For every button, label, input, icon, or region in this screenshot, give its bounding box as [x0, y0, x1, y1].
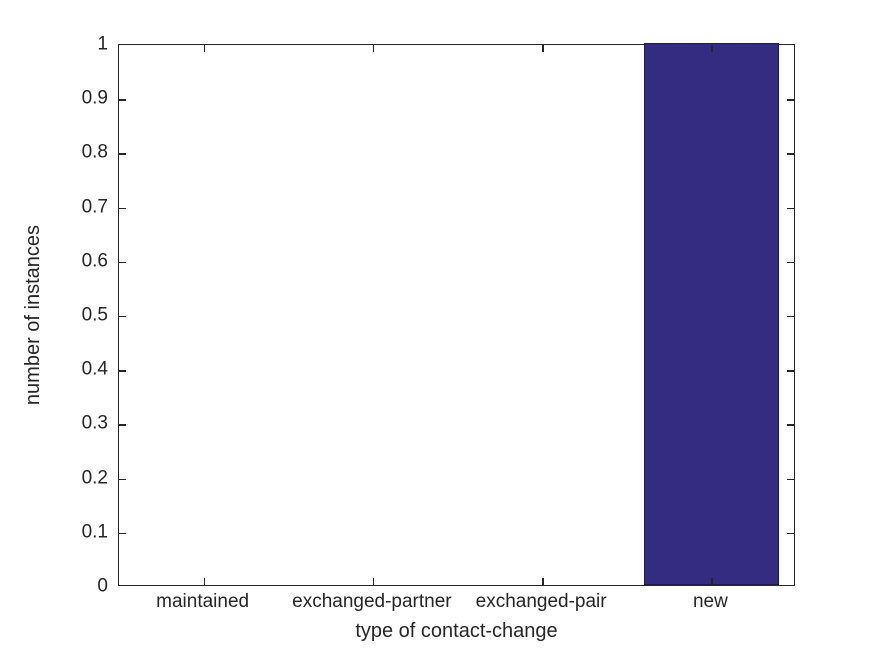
y-tick-label: 0.9 — [81, 87, 108, 109]
y-tick-left — [119, 316, 126, 318]
y-tick-left — [119, 478, 126, 480]
y-tick-label: 0.4 — [81, 358, 108, 380]
y-tick-left — [119, 424, 126, 426]
x-tick-top — [372, 45, 375, 52]
x-tick-bottom — [542, 578, 544, 585]
y-tick-right — [787, 478, 794, 480]
y-tick-label: 0 — [97, 575, 108, 597]
x-tick-top — [542, 45, 544, 52]
bars-layer — [119, 43, 794, 585]
y-tick-label: 0.7 — [81, 196, 108, 218]
bar-new — [643, 43, 780, 585]
x-axis-title: type of contact-change — [355, 620, 558, 642]
y-tick-right — [787, 99, 794, 101]
plot-area — [118, 43, 795, 586]
x-tick-label-maintained: maintained — [156, 591, 250, 612]
y-tick-left — [119, 370, 126, 372]
y-tick-label: 0.5 — [81, 304, 108, 326]
y-tick-label: 0.1 — [81, 521, 108, 543]
x-tick-top — [711, 45, 713, 52]
y-tick-right — [787, 316, 794, 318]
y-tick-right — [787, 370, 794, 372]
x-tick-bottom — [372, 578, 375, 585]
y-tick-left — [119, 99, 126, 101]
x-tick-bottom — [711, 578, 713, 585]
y-tick-label: 0.2 — [81, 467, 108, 489]
y-tick-left — [119, 532, 126, 535]
y-tick-right — [787, 532, 794, 535]
y-tick-right — [787, 207, 794, 209]
y-tick-right — [787, 153, 794, 155]
y-tick-label: 0.8 — [81, 141, 108, 163]
y-tick-right — [787, 261, 794, 264]
y-tick-left — [119, 153, 126, 155]
y-tick-left — [119, 261, 126, 264]
y-tick-label: 0.6 — [81, 250, 108, 272]
x-tick-top — [203, 45, 206, 52]
y-tick-right — [787, 424, 794, 426]
x-axis-tick-labels: maintained exchanged-partner exchanged-pai… — [118, 591, 795, 618]
y-tick-left — [119, 207, 126, 209]
y-axis-title: number of instances — [22, 224, 44, 406]
x-tick-bottom — [203, 578, 206, 585]
y-tick-label: 0.3 — [81, 412, 108, 434]
y-axis-tick-labels: 0 0.1 0.2 0.3 0.4 0.5 0.6 0.7 0.8 0.9 1 — [0, 35, 108, 596]
x-tick-label-new: new — [692, 591, 728, 612]
x-tick-label-exchanged-pair: exchanged-pair — [475, 591, 607, 612]
x-tick-label-exchanged-partner: exchanged-partner — [292, 591, 452, 612]
y-tick-label: 1 — [97, 33, 108, 55]
